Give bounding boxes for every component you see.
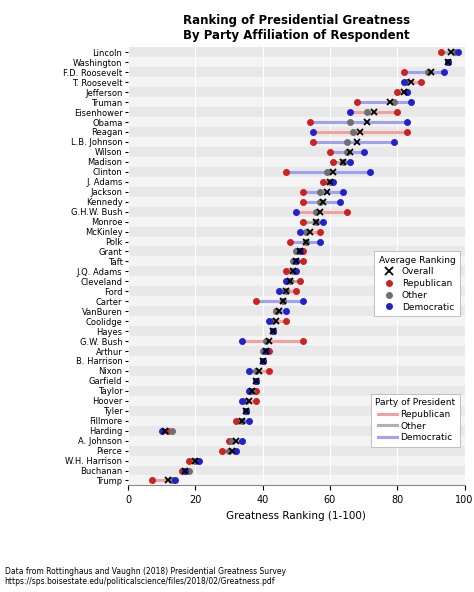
Text: Data from Rottinghaus and Vaughn (2018) Presidential Greatness Survey
https://sp: Data from Rottinghaus and Vaughn (2018) …	[5, 567, 286, 586]
X-axis label: Greatness Ranking (1-100): Greatness Ranking (1-100)	[226, 511, 366, 521]
Bar	[128, 475, 465, 485]
Bar	[128, 396, 465, 406]
Bar	[128, 107, 465, 117]
Bar	[128, 296, 465, 306]
Bar	[128, 366, 465, 376]
Bar	[128, 346, 465, 356]
Bar	[128, 316, 465, 326]
Bar	[128, 57, 465, 67]
Bar	[128, 246, 465, 256]
Bar	[128, 217, 465, 227]
Bar	[128, 186, 465, 197]
Bar	[128, 47, 465, 57]
Bar	[128, 207, 465, 217]
Bar	[128, 376, 465, 386]
Bar	[128, 426, 465, 436]
Bar	[128, 97, 465, 107]
Bar	[128, 266, 465, 276]
Bar	[128, 306, 465, 316]
Title: Ranking of Presidential Greatness
By Party Affiliation of Respondent: Ranking of Presidential Greatness By Par…	[182, 14, 410, 42]
Bar	[128, 77, 465, 87]
Bar	[128, 336, 465, 346]
Bar	[128, 465, 465, 475]
Bar	[128, 197, 465, 207]
Bar	[128, 227, 465, 237]
Bar	[128, 416, 465, 426]
Bar	[128, 167, 465, 177]
Bar	[128, 256, 465, 266]
Bar	[128, 436, 465, 446]
Bar	[128, 287, 465, 296]
Bar	[128, 276, 465, 287]
Bar	[128, 127, 465, 137]
Bar	[128, 177, 465, 186]
Bar	[128, 386, 465, 396]
Bar	[128, 117, 465, 127]
Bar	[128, 446, 465, 456]
Bar	[128, 356, 465, 366]
Legend: Republican, Other, Democratic: Republican, Other, Democratic	[371, 394, 460, 447]
Bar	[128, 157, 465, 167]
Bar	[128, 137, 465, 147]
Bar	[128, 147, 465, 157]
Bar	[128, 67, 465, 77]
Bar	[128, 456, 465, 465]
Bar	[128, 326, 465, 336]
Bar	[128, 237, 465, 246]
Bar	[128, 406, 465, 416]
Bar	[128, 87, 465, 97]
